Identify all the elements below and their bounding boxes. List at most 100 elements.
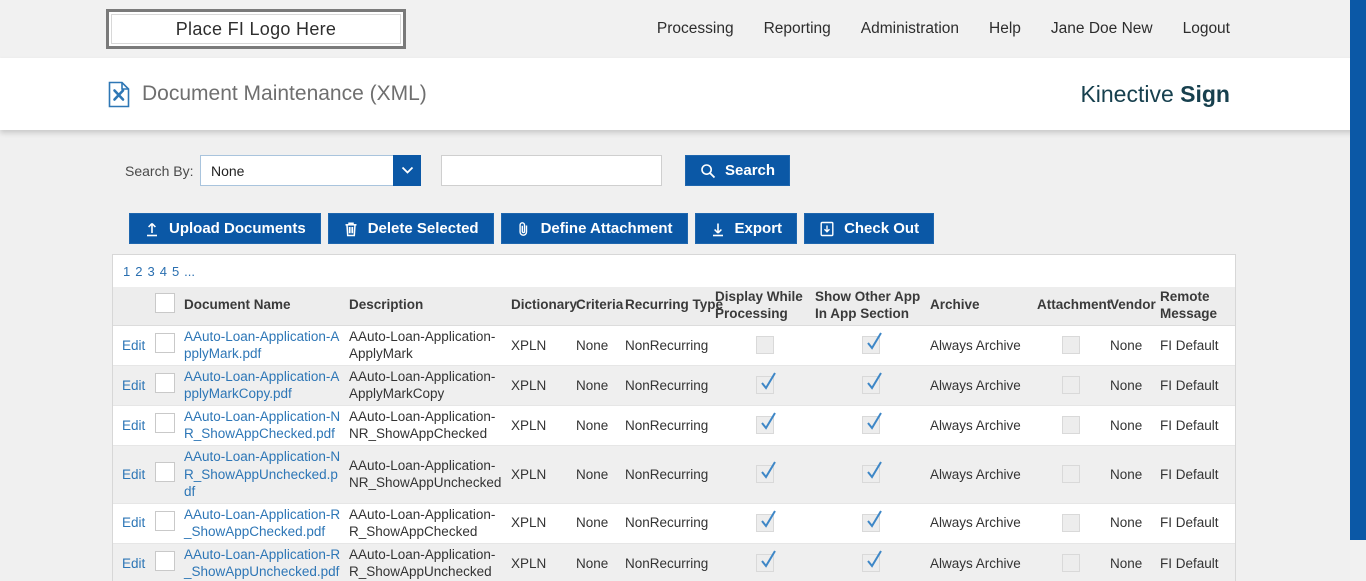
- table-body: Edit AAuto-Loan-Application-ApplyMark.pd…: [113, 325, 1235, 581]
- document-name-link[interactable]: AAuto-Loan-Application-NR_ShowAppUncheck…: [184, 449, 341, 500]
- criteria-cell: None: [576, 377, 609, 393]
- criteria-cell: None: [576, 515, 609, 531]
- document-name-link[interactable]: AAuto-Loan-Application-ApplyMarkCopy.pdf: [184, 368, 340, 402]
- col-header-attachment: Attachment: [1037, 297, 1112, 313]
- attachment-checkbox[interactable]: [1062, 514, 1080, 533]
- show-other-app-checkbox[interactable]: [862, 332, 882, 355]
- main-content: Search By: None Search Upload Docum: [0, 130, 1366, 581]
- row-select-checkbox[interactable]: [155, 510, 175, 531]
- scrollbar-thumb[interactable]: [1350, 0, 1366, 540]
- page-title: Document Maintenance (XML): [142, 82, 427, 105]
- search-button-label: Search: [725, 162, 776, 179]
- download-icon: [712, 223, 723, 236]
- search-row: Search By: None Search: [125, 155, 1366, 186]
- export-button[interactable]: Export: [694, 213, 798, 244]
- page-link-2[interactable]: 2: [135, 263, 143, 279]
- brand-name: Kinective: [1080, 80, 1174, 107]
- page-link--[interactable]: ...: [184, 263, 196, 279]
- display-while-processing-checkbox[interactable]: [756, 336, 774, 355]
- define-attachment-label: Define Attachment: [540, 220, 673, 237]
- nav-item-jane-doe-new[interactable]: Jane Doe New: [1050, 20, 1153, 37]
- nav-item-administration[interactable]: Administration: [860, 20, 960, 37]
- document-name-link[interactable]: AAuto-Loan-Application-NR_ShowAppChecked…: [184, 408, 341, 442]
- select-all-checkbox[interactable]: [155, 293, 175, 314]
- upload-documents-button[interactable]: Upload Documents: [129, 213, 321, 244]
- document-name-link[interactable]: AAuto-Loan-Application-R_ShowAppChecked.…: [184, 506, 341, 540]
- row-select-checkbox[interactable]: [155, 413, 175, 434]
- attachment-checkbox[interactable]: [1062, 376, 1080, 395]
- table-row: Edit AAuto-Loan-Application-R_ShowAppChe…: [113, 503, 1235, 544]
- search-input[interactable]: [441, 155, 662, 186]
- recurring-type-cell: NonRecurring: [625, 555, 709, 571]
- description-cell: AAuto-Loan-Application-ApplyMarkCopy: [349, 368, 496, 402]
- main-nav: Processing Reporting Administration Help Jan…: [657, 20, 1230, 38]
- table-row: Edit AAuto-Loan-Application-R_ShowAppUnc…: [113, 543, 1235, 581]
- search-by-dropdown[interactable]: None: [200, 155, 421, 186]
- show-other-app-checkbox[interactable]: [862, 372, 882, 395]
- nav-item-processing[interactable]: Processing: [656, 20, 734, 37]
- criteria-cell: None: [576, 337, 609, 353]
- dictionary-cell: XPLN: [511, 515, 547, 531]
- show-other-app-checkbox[interactable]: [862, 412, 882, 435]
- attachment-checkbox[interactable]: [1062, 465, 1080, 484]
- edit-link[interactable]: Edit: [122, 466, 146, 482]
- display-while-processing-checkbox[interactable]: [756, 510, 776, 533]
- recurring-type-cell: NonRecurring: [625, 417, 709, 433]
- display-while-processing-checkbox[interactable]: [756, 550, 776, 573]
- trash-icon: [345, 221, 357, 236]
- nav-item-logout[interactable]: Logout: [1182, 20, 1230, 37]
- show-other-app-checkbox[interactable]: [862, 510, 882, 533]
- dictionary-cell: XPLN: [511, 377, 547, 393]
- search-icon: [701, 163, 716, 178]
- dictionary-cell: XPLN: [511, 466, 547, 482]
- nav-item-reporting[interactable]: Reporting: [763, 20, 831, 37]
- edit-link[interactable]: Edit: [122, 555, 146, 571]
- search-button[interactable]: Search: [685, 155, 791, 186]
- chevron-down-icon: [401, 166, 413, 174]
- remote-message-cell: FI Default: [1160, 515, 1219, 531]
- row-select-checkbox[interactable]: [155, 333, 175, 354]
- display-while-processing-checkbox[interactable]: [756, 461, 776, 484]
- show-other-app-checkbox[interactable]: [862, 461, 882, 484]
- title-band: Document Maintenance (XML) Kinective Sig…: [0, 58, 1366, 130]
- dropdown-button[interactable]: [393, 155, 421, 186]
- table-row: Edit AAuto-Loan-Application-NR_ShowAppUn…: [113, 446, 1235, 504]
- page-link-1[interactable]: 1: [123, 263, 131, 279]
- recurring-type-cell: NonRecurring: [625, 337, 709, 353]
- edit-link[interactable]: Edit: [122, 337, 146, 353]
- upload-icon: [147, 222, 157, 236]
- row-select-checkbox[interactable]: [155, 551, 175, 572]
- define-attachment-button[interactable]: Define Attachment: [500, 213, 688, 244]
- recurring-type-cell: NonRecurring: [625, 377, 709, 393]
- col-header-display-while-processing: Display While Processing: [715, 289, 803, 321]
- document-name-link[interactable]: AAuto-Loan-Application-R_ShowAppUnchecke…: [184, 546, 341, 580]
- action-toolbar: Upload Documents Delete Selected Define …: [129, 213, 1366, 244]
- edit-link[interactable]: Edit: [122, 377, 146, 393]
- page-link-4[interactable]: 4: [159, 263, 167, 279]
- attachment-checkbox[interactable]: [1062, 416, 1080, 435]
- document-name-link[interactable]: AAuto-Loan-Application-ApplyMark.pdf: [184, 328, 340, 362]
- vendor-cell: None: [1110, 337, 1143, 353]
- upload-documents-label: Upload Documents: [169, 220, 306, 237]
- paperclip-icon: [518, 221, 527, 236]
- check-out-button[interactable]: Check Out: [804, 213, 935, 244]
- nav-item-help[interactable]: Help: [989, 20, 1021, 37]
- delete-selected-label: Delete Selected: [367, 220, 479, 237]
- page-link-5[interactable]: 5: [171, 263, 180, 279]
- row-select-checkbox[interactable]: [155, 373, 175, 394]
- recurring-type-cell: NonRecurring: [625, 515, 709, 531]
- display-while-processing-checkbox[interactable]: [756, 412, 776, 435]
- remote-message-cell: FI Default: [1160, 466, 1219, 482]
- attachment-checkbox[interactable]: [1062, 554, 1080, 573]
- edit-link[interactable]: Edit: [122, 417, 146, 433]
- delete-selected-button[interactable]: Delete Selected: [327, 213, 494, 244]
- show-other-app-checkbox[interactable]: [862, 550, 882, 573]
- edit-link[interactable]: Edit: [122, 515, 146, 531]
- row-select-checkbox[interactable]: [155, 462, 175, 483]
- attachment-checkbox[interactable]: [1062, 336, 1080, 355]
- recurring-type-cell: NonRecurring: [625, 466, 709, 482]
- page-link-3[interactable]: 3: [147, 263, 155, 279]
- archive-cell: Always Archive: [930, 555, 1021, 571]
- dictionary-cell: XPLN: [511, 417, 547, 433]
- display-while-processing-checkbox[interactable]: [756, 372, 776, 395]
